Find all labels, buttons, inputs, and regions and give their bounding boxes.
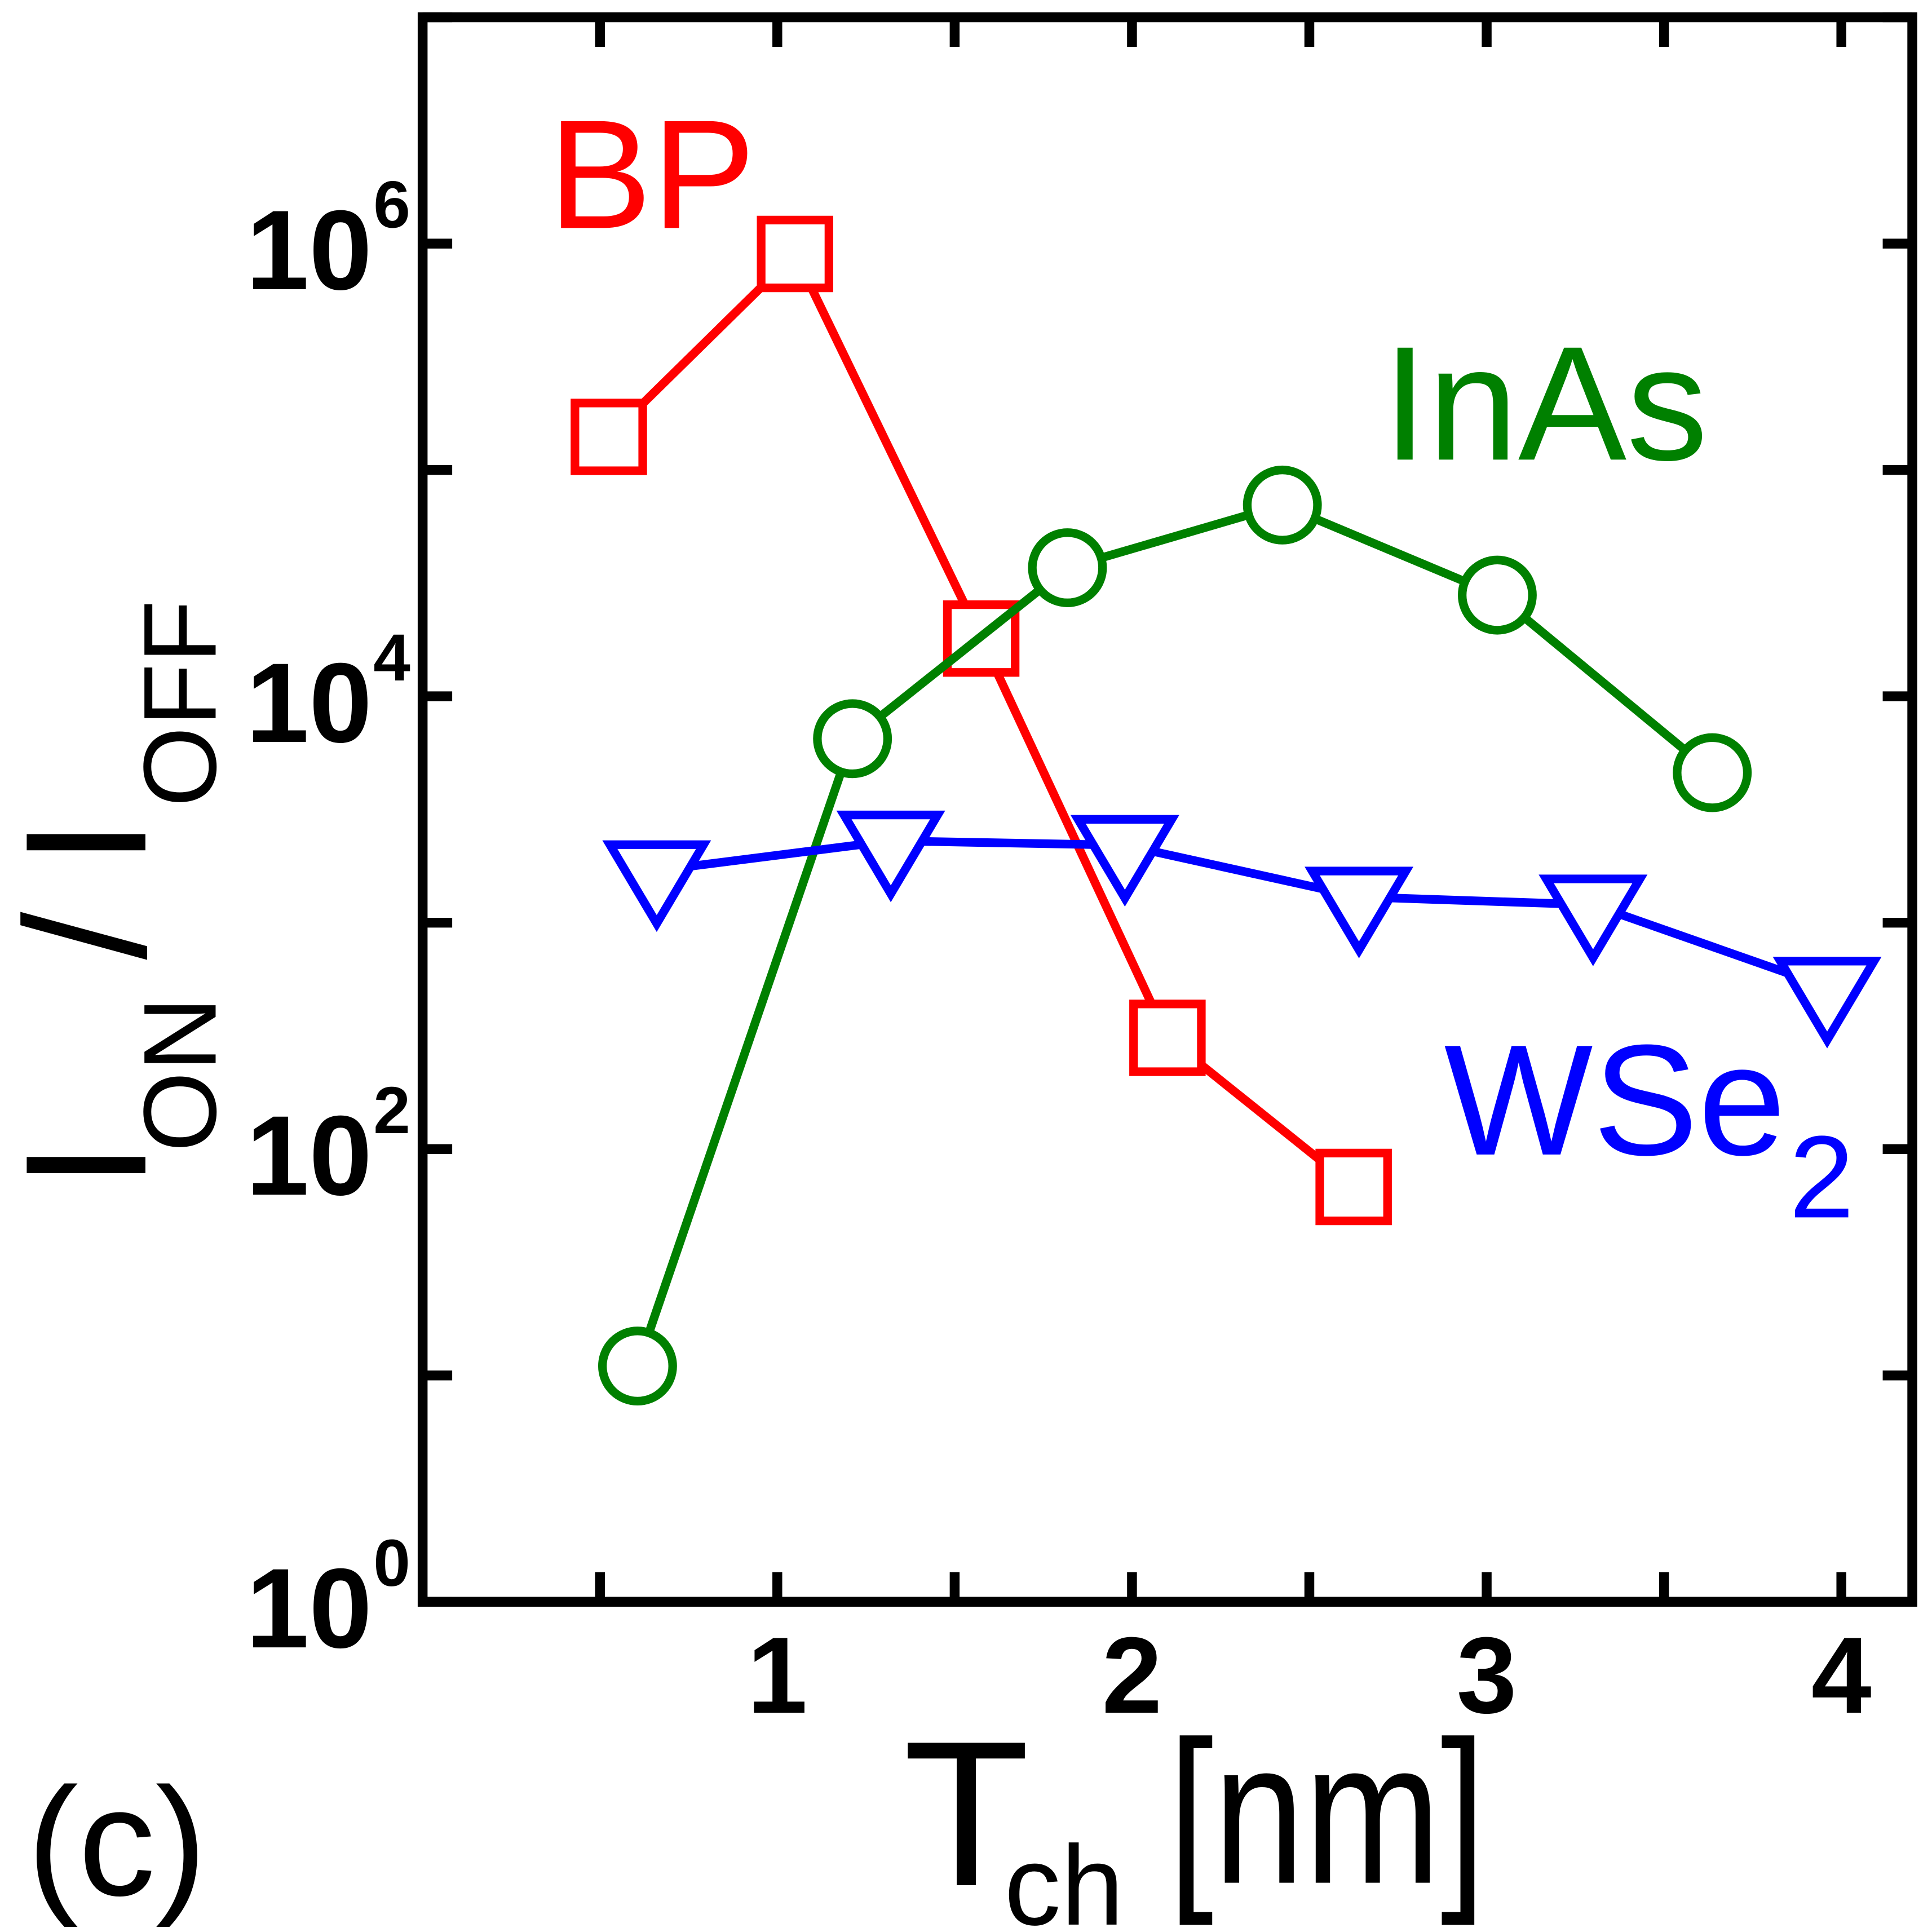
inas-marker — [1458, 555, 1537, 635]
x-axis-label: T ch [nm] — [903, 1698, 1486, 1932]
y-tick-label: 10 4 — [246, 621, 410, 766]
x-tick-label: 4 — [1811, 1615, 1872, 1736]
y-tick-label-base: 10 — [246, 1545, 372, 1672]
bp-marker — [1315, 1148, 1392, 1226]
y-axis-label: I ON / I OFF — [0, 600, 237, 1189]
inas-marker — [1243, 465, 1322, 545]
x-axis-label-main: T — [903, 1698, 1029, 1929]
x-tick-labels: 1 2 3 4 — [747, 1615, 1871, 1736]
inas-marker — [598, 1327, 677, 1406]
y-axis-label-main-2: I — [0, 818, 182, 866]
bp-marker — [1129, 1000, 1206, 1076]
y-tick-label: 10 6 — [246, 168, 410, 313]
x-axis-label-subscript: ch — [1004, 1822, 1124, 1932]
inas-line-segment — [1493, 590, 1717, 777]
wse2-line-segment — [1354, 892, 1598, 909]
y-tick-label-base: 10 — [246, 187, 372, 313]
series-label-wse2: WSe — [1444, 1013, 1786, 1188]
wse2-marker — [836, 810, 945, 903]
series-inas — [598, 465, 1752, 1406]
y-tick-label-exponent: 4 — [373, 621, 410, 695]
y-tick-label-exponent: 0 — [373, 1526, 410, 1601]
y-tick-label-base: 10 — [246, 1092, 372, 1219]
y-tick-label: 10 2 — [246, 1073, 410, 1219]
y-tick-label-exponent: 6 — [373, 168, 410, 242]
y-axis-label-subscript-1: ON — [122, 997, 237, 1152]
bp-line-segment — [976, 634, 1172, 1042]
series-group — [571, 215, 1882, 1406]
inas-marker — [813, 699, 892, 779]
bp-marker — [571, 399, 647, 475]
inas-marker — [1673, 733, 1752, 812]
inas-line-segment — [848, 563, 1072, 743]
wse2-marker — [1538, 874, 1648, 966]
x-tick-label: 3 — [1457, 1615, 1517, 1736]
x-tick-label: 1 — [747, 1615, 807, 1736]
bp-marker — [757, 215, 834, 293]
wse2-line-segment — [886, 836, 1129, 850]
series-label-bp: BP — [549, 88, 755, 261]
wse2-marker — [1305, 866, 1414, 958]
series-label-wse2-subscript: 2 — [1789, 1111, 1854, 1242]
series-label-inas: InAs — [1382, 313, 1708, 494]
y-tick-label-base: 10 — [246, 639, 372, 766]
series-wse2 — [602, 810, 1882, 1049]
panel-label: (c) — [27, 1756, 207, 1929]
plot-frame — [417, 12, 1917, 1607]
axis-ticks — [422, 12, 1913, 1607]
x-tick-label: 2 — [1102, 1615, 1162, 1736]
wse2-marker — [1772, 957, 1882, 1049]
wse2-marker — [602, 840, 711, 932]
inas-marker — [1028, 528, 1107, 607]
wse2-marker — [1070, 815, 1179, 907]
inas-line-segment — [633, 734, 857, 1370]
y-axis-label-separator: / — [0, 912, 182, 960]
y-axis-label-subscript-2: OFF — [122, 600, 237, 807]
y-axis-label-main-1: I — [0, 1141, 182, 1189]
y-tick-label-exponent: 2 — [373, 1073, 410, 1148]
series-bp — [571, 215, 1392, 1226]
x-axis-label-unit: [nm] — [1168, 1700, 1486, 1927]
y-tick-label: 10 0 — [246, 1526, 410, 1672]
bp-line-segment — [790, 249, 986, 643]
